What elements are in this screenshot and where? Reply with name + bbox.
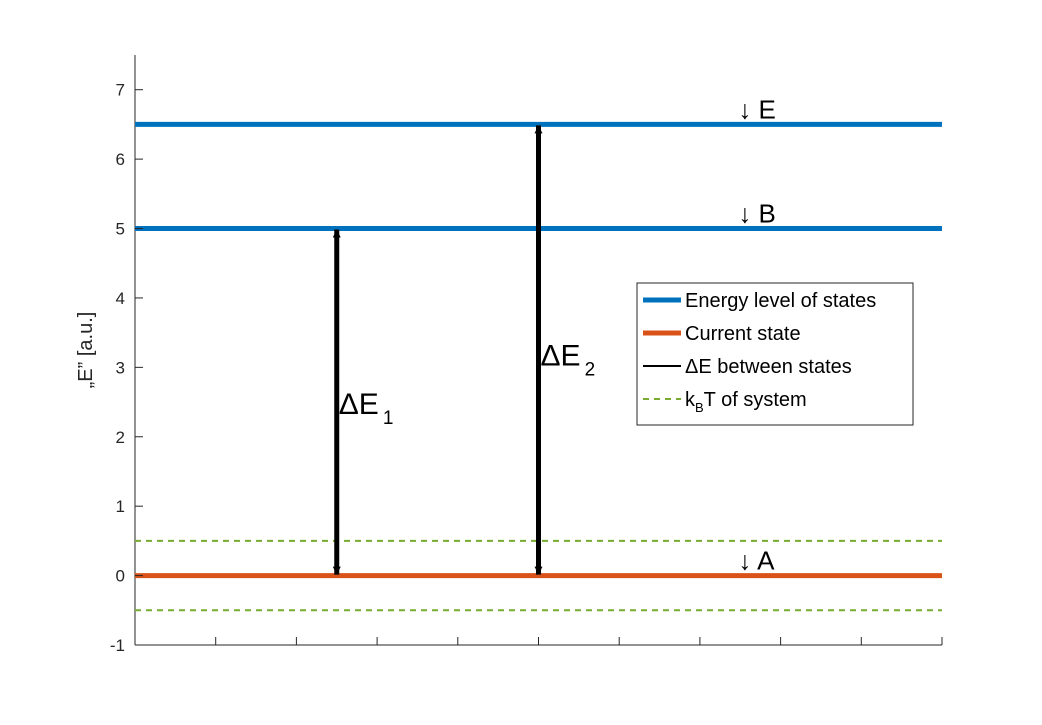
legend-label-delta: ΔE between states [685, 356, 852, 378]
y-tick-label: 7 [116, 81, 125, 100]
y-tick-label: 0 [116, 567, 125, 586]
y-tick-label: 3 [116, 358, 125, 377]
legend-label-current: Current state [685, 323, 801, 345]
y-tick-label: -1 [110, 636, 125, 655]
legend-label-kbt: kBT of system [685, 389, 807, 415]
y-axis-label: „E” [a.u.] [75, 312, 97, 389]
level-label-B: ↓ B [738, 199, 776, 229]
delta-label-2: ΔE 2 [541, 339, 596, 380]
legend-rest-kbt: T of system [704, 389, 807, 411]
y-tick-label: 2 [116, 428, 125, 447]
level-label-E: ↓ E [738, 94, 776, 124]
legend: Energy level of states Current state ΔE be… [636, 282, 914, 426]
level-label-A: ↓ A [738, 546, 775, 576]
y-tick-label: 1 [116, 497, 125, 516]
legend-label-energy: Energy level of states [685, 290, 876, 312]
delta-label-1: ΔE 1 [339, 388, 394, 429]
kbt-lines [135, 539, 942, 612]
energy-levels: ↓ E ↓ B ↓ A [135, 94, 942, 579]
y-tick-label: 4 [116, 289, 125, 308]
delta-label-sub-1: 1 [383, 408, 394, 429]
delta-arrows: ΔE 1 ΔE 2 [332, 125, 596, 575]
y-tick-label: 6 [116, 150, 125, 169]
legend-box [636, 282, 914, 426]
axis-ticks: -1 0 1 2 3 4 5 6 7 [110, 81, 943, 655]
legend-sub-kbt: B [695, 400, 704, 415]
delta-label-sub-2: 2 [585, 359, 596, 380]
y-tick-label: 5 [116, 220, 125, 239]
